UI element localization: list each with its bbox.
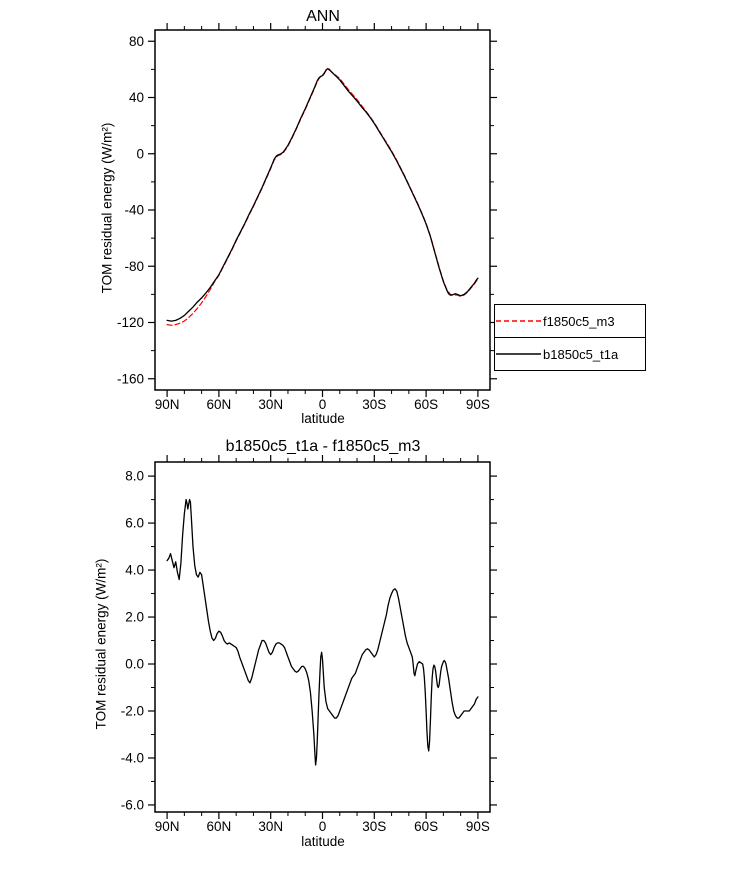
svg-text:60N: 60N xyxy=(207,397,232,412)
legend-label-f1850c5-m3: f1850c5_m3 xyxy=(543,313,615,329)
svg-text:40: 40 xyxy=(129,90,144,105)
svg-text:-80: -80 xyxy=(124,259,144,274)
svg-text:60N: 60N xyxy=(207,819,232,834)
svg-text:0: 0 xyxy=(319,819,327,834)
svg-text:0: 0 xyxy=(319,397,327,412)
svg-text:30N: 30N xyxy=(258,397,283,412)
svg-text:-4.0: -4.0 xyxy=(121,750,144,765)
top-chart-title: ANN xyxy=(306,8,340,25)
svg-text:2.0: 2.0 xyxy=(125,610,144,625)
svg-text:4.0: 4.0 xyxy=(125,563,144,578)
svg-text:60S: 60S xyxy=(414,819,438,834)
svg-text:-6.0: -6.0 xyxy=(121,797,144,812)
svg-text:30S: 30S xyxy=(362,819,386,834)
bottom-chart-ylabel: TOM residual energy (W/m²) xyxy=(93,558,109,730)
legend-entry-b1850c5-t1a: b1850c5_t1a xyxy=(494,337,646,371)
svg-text:30S: 30S xyxy=(362,397,386,412)
black-solid-line-sample xyxy=(496,353,541,355)
bottom-chart-xlabel: latitude xyxy=(301,834,345,849)
svg-text:80: 80 xyxy=(129,34,144,49)
svg-text:0: 0 xyxy=(136,146,144,161)
svg-text:-120: -120 xyxy=(117,315,144,330)
svg-text:-40: -40 xyxy=(124,203,144,218)
svg-text:90S: 90S xyxy=(466,397,490,412)
svg-text:90N: 90N xyxy=(155,397,180,412)
svg-text:60S: 60S xyxy=(414,397,438,412)
top-chart-xlabel: latitude xyxy=(301,411,345,426)
svg-text:6.0: 6.0 xyxy=(125,516,144,531)
top-chart-ylabel: TOM residual energy (W/m²) xyxy=(99,122,115,294)
svg-text:90S: 90S xyxy=(466,819,490,834)
legend-label-b1850c5-t1a: b1850c5_t1a xyxy=(543,346,619,362)
legend: f1850c5_m3 b1850c5_t1a xyxy=(494,304,646,371)
svg-text:0.0: 0.0 xyxy=(125,657,144,672)
svg-text:90N: 90N xyxy=(155,819,180,834)
svg-text:-160: -160 xyxy=(117,371,144,386)
svg-text:8.0: 8.0 xyxy=(125,469,144,484)
svg-text:30N: 30N xyxy=(258,819,283,834)
svg-text:-2.0: -2.0 xyxy=(121,703,144,718)
red-dashed-line-sample xyxy=(496,320,541,322)
bottom-chart-title: b1850c5_t1a - f1850c5_m3 xyxy=(225,438,421,455)
legend-entry-f1850c5-m3: f1850c5_m3 xyxy=(494,304,646,338)
